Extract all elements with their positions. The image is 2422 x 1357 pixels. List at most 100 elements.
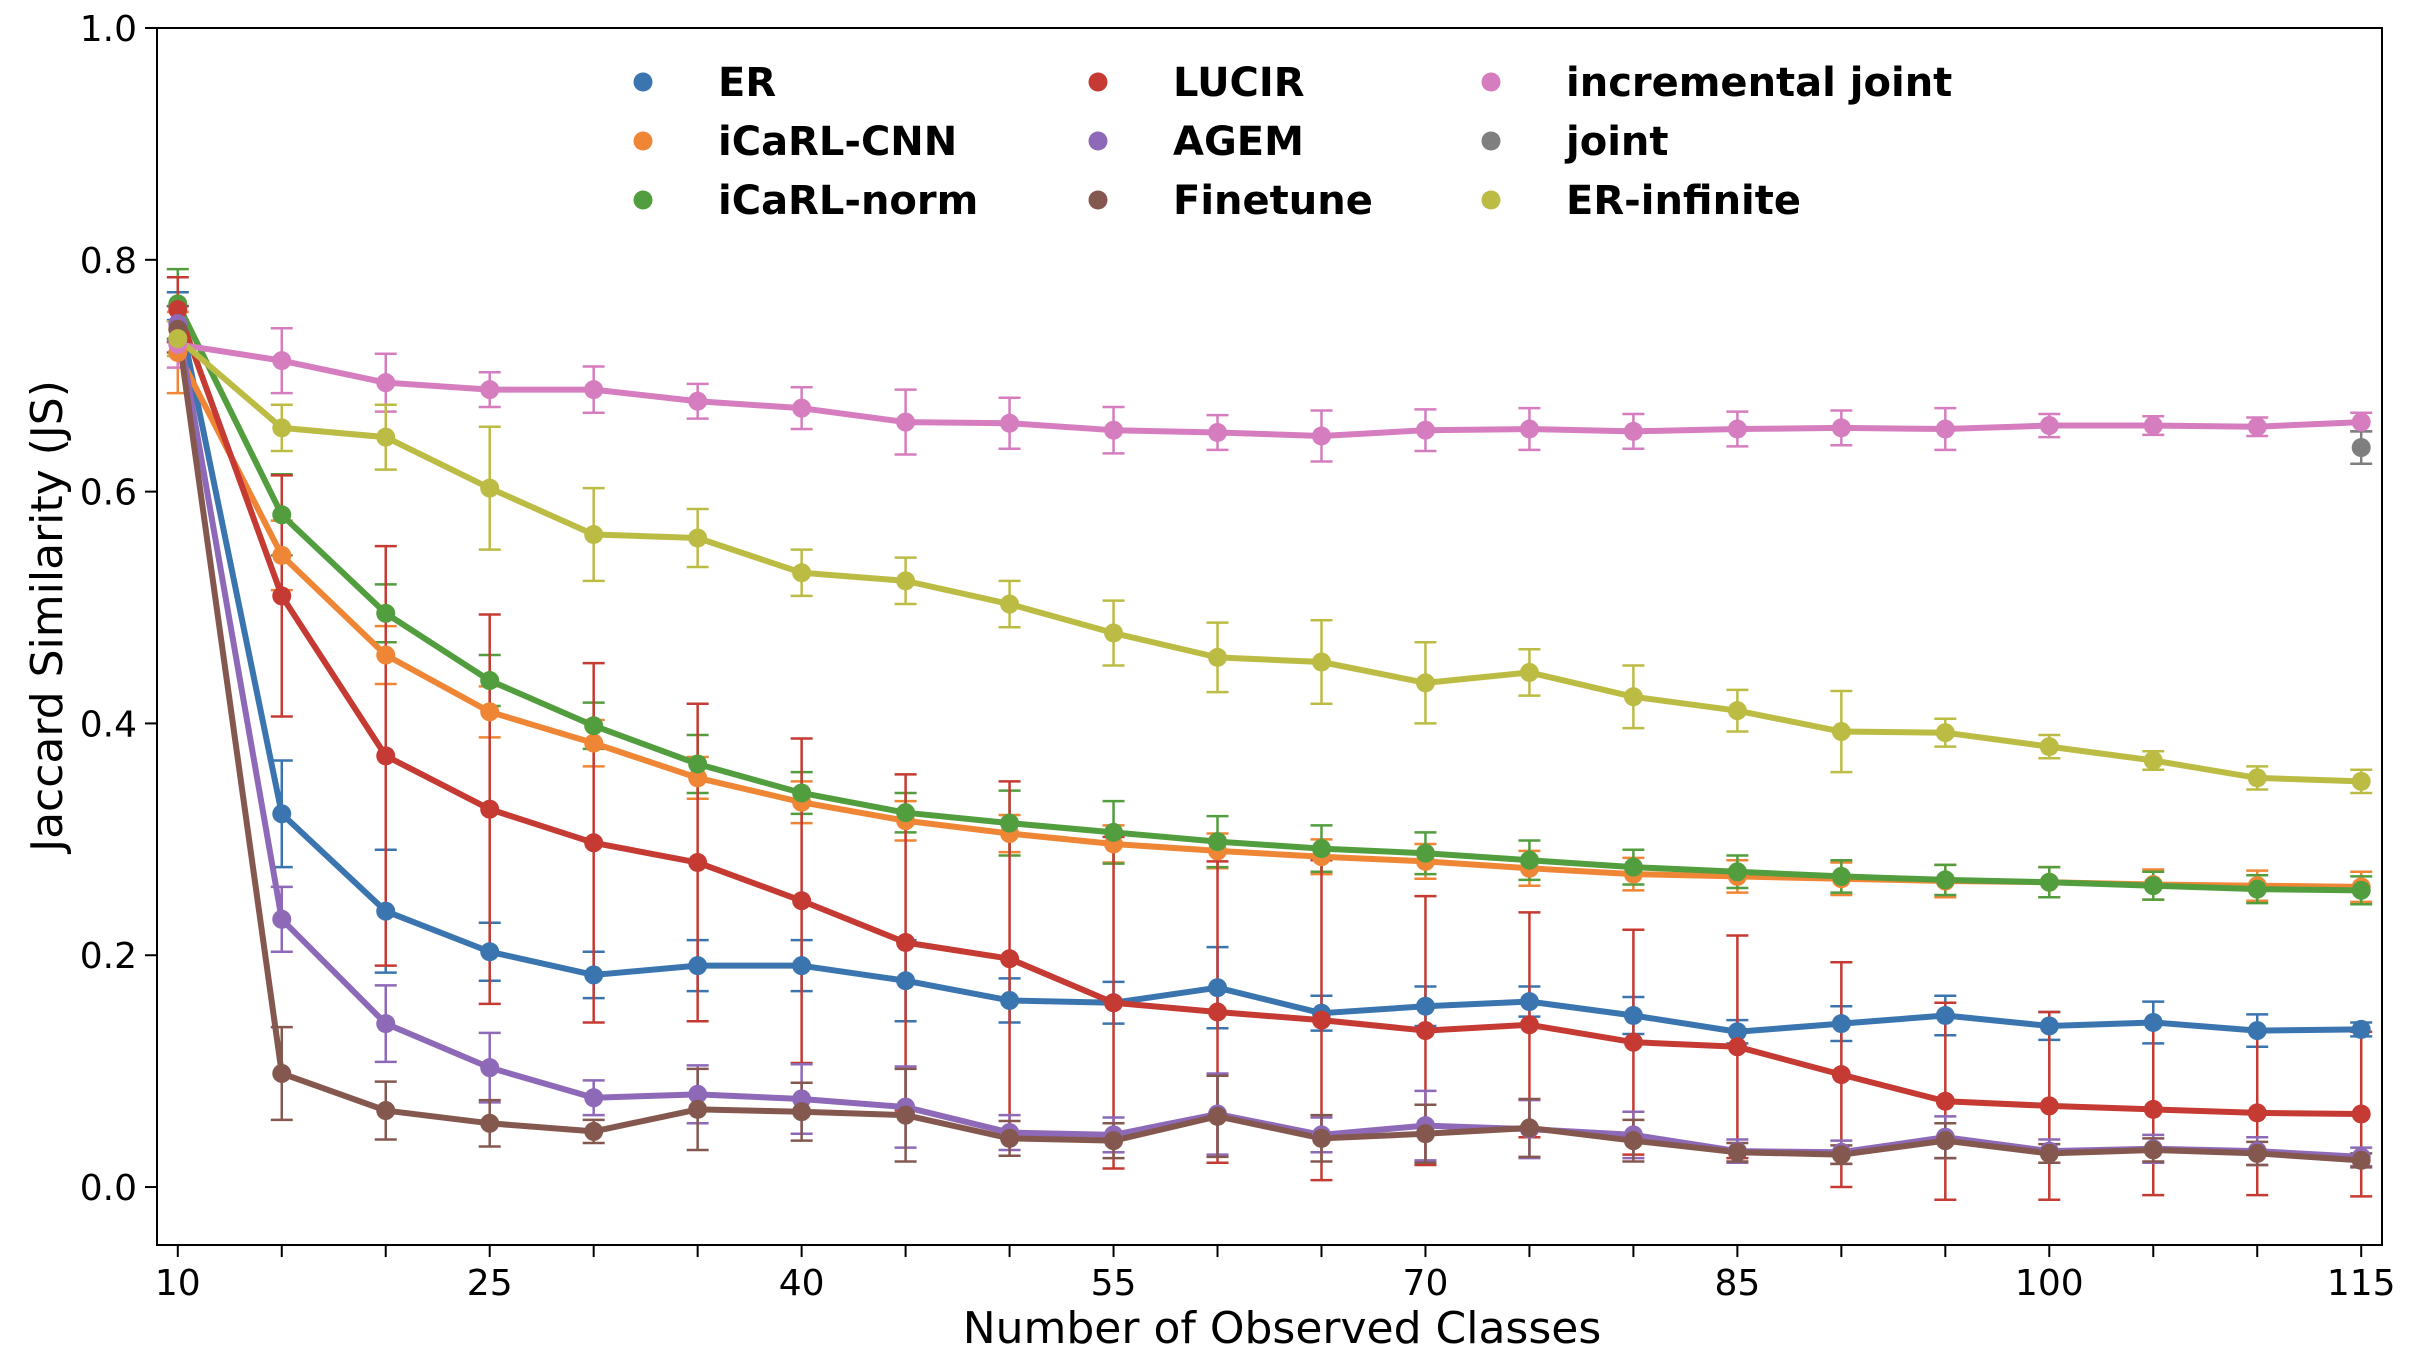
data-point-er	[2143, 1012, 2163, 1032]
data-point-er	[584, 965, 604, 985]
legend-label-agem: AGEM	[1173, 119, 1304, 165]
data-point-er	[896, 971, 916, 991]
data-point-lucir	[2039, 1096, 2059, 1116]
legend-label-incremental-joint: incremental joint	[1566, 60, 1952, 106]
legend-label-lucir: LUCIR	[1173, 60, 1305, 106]
series-line-lucir	[174, 308, 2362, 1118]
data-point-finetune	[584, 1121, 604, 1141]
legend-label-finetune: Finetune	[1173, 178, 1373, 224]
legend-label-icarl-cnn: iCaRL-CNN	[718, 119, 957, 165]
data-point-icarl-norm	[1415, 843, 1435, 863]
plot-frame	[156, 27, 2383, 1246]
legend-marker-er	[633, 72, 653, 92]
x-tick-label: 100	[2015, 1263, 2084, 1304]
data-point-icarl-norm	[584, 716, 604, 736]
data-point-lucir	[2247, 1103, 2267, 1123]
data-point-er	[1831, 1014, 1851, 1034]
data-point-incremental-joint	[1623, 421, 1643, 441]
data-point-lucir	[1831, 1065, 1851, 1085]
data-point-finetune	[2143, 1140, 2163, 1160]
data-point-lucir	[480, 799, 500, 819]
data-point-icarl-norm	[2039, 872, 2059, 892]
data-point-joint	[2351, 438, 2371, 458]
series-line-agem	[174, 323, 2362, 1160]
data-point-incremental-joint	[1831, 418, 1851, 438]
data-point-lucir	[792, 891, 812, 911]
y-tick-label: 0.0	[80, 1168, 137, 1209]
legend-marker-joint	[1481, 131, 1501, 151]
data-point-er-infinite	[1519, 662, 1539, 682]
data-point-er-infinite	[2143, 751, 2163, 771]
data-point-er	[1000, 990, 1020, 1010]
data-point-finetune	[2247, 1143, 2267, 1163]
legend-marker-finetune	[1088, 190, 1108, 210]
data-point-lucir	[1935, 1091, 1955, 1111]
data-point-icarl-norm	[2351, 880, 2371, 900]
data-point-er-infinite	[584, 525, 604, 545]
data-point-incremental-joint	[688, 391, 708, 411]
y-tick-label: 1.0	[80, 9, 137, 50]
data-point-incremental-joint	[376, 373, 396, 393]
data-point-icarl-norm	[1935, 870, 1955, 890]
data-point-icarl-norm	[1519, 850, 1539, 870]
data-point-icarl-norm	[1623, 857, 1643, 877]
legend-marker-icarl-cnn	[633, 131, 653, 151]
data-point-er	[1935, 1006, 1955, 1026]
data-point-finetune	[1623, 1131, 1643, 1151]
data-point-icarl-norm	[1311, 839, 1331, 859]
data-point-lucir	[2143, 1099, 2163, 1119]
data-point-icarl-norm	[1831, 866, 1851, 886]
data-point-er-infinite	[376, 427, 396, 447]
data-point-finetune	[688, 1099, 708, 1119]
data-point-er-infinite	[1311, 652, 1331, 672]
data-point-icarl-norm	[1104, 822, 1124, 842]
data-point-icarl-cnn	[376, 645, 396, 665]
x-tick-label: 85	[1714, 1263, 1760, 1304]
x-tick-label: 55	[1091, 1263, 1137, 1304]
data-point-incremental-joint	[584, 380, 604, 400]
legend-label-er: ER	[718, 60, 776, 106]
data-point-icarl-norm	[688, 754, 708, 774]
data-point-incremental-joint	[1208, 423, 1228, 443]
data-point-icarl-norm	[376, 603, 396, 623]
data-point-lucir	[272, 586, 292, 606]
data-point-er-infinite	[1208, 647, 1228, 667]
data-point-er-infinite	[2351, 771, 2371, 791]
data-point-incremental-joint	[1311, 426, 1331, 446]
data-point-er-infinite	[1415, 673, 1435, 693]
data-point-agem	[376, 1014, 396, 1034]
data-point-er	[2039, 1016, 2059, 1036]
series-line-finetune	[174, 328, 2362, 1164]
data-point-er-infinite	[688, 528, 708, 548]
data-point-lucir	[1623, 1032, 1643, 1052]
data-point-finetune	[1831, 1145, 1851, 1165]
data-point-er-infinite	[2247, 768, 2267, 788]
data-point-icarl-cnn	[272, 545, 292, 565]
data-point-lucir	[2351, 1104, 2371, 1124]
data-point-finetune	[272, 1063, 292, 1083]
data-point-agem	[688, 1084, 708, 1104]
y-tick-label: 0.8	[80, 241, 137, 282]
legend-marker-incremental-joint	[1481, 72, 1501, 92]
data-point-icarl-norm	[1000, 813, 1020, 833]
y-tick-label: 0.4	[80, 704, 137, 745]
data-point-lucir	[688, 853, 708, 873]
series-line-er	[174, 305, 2362, 1035]
data-point-er	[480, 942, 500, 962]
data-point-incremental-joint	[2039, 416, 2059, 436]
data-point-er-infinite	[792, 563, 812, 583]
data-point-icarl-norm	[272, 505, 292, 525]
data-point-er-infinite	[1104, 623, 1124, 643]
y-tick-label: 0.6	[80, 473, 137, 514]
data-point-er	[1208, 978, 1228, 998]
data-point-incremental-joint	[792, 398, 812, 418]
data-point-er	[272, 804, 292, 824]
data-point-icarl-norm	[1727, 862, 1747, 882]
data-point-incremental-joint	[2351, 412, 2371, 432]
data-point-incremental-joint	[1519, 419, 1539, 439]
data-point-agem	[272, 909, 292, 929]
data-point-er	[1415, 996, 1435, 1016]
data-point-incremental-joint	[1000, 413, 1020, 433]
data-points	[168, 294, 2371, 1170]
